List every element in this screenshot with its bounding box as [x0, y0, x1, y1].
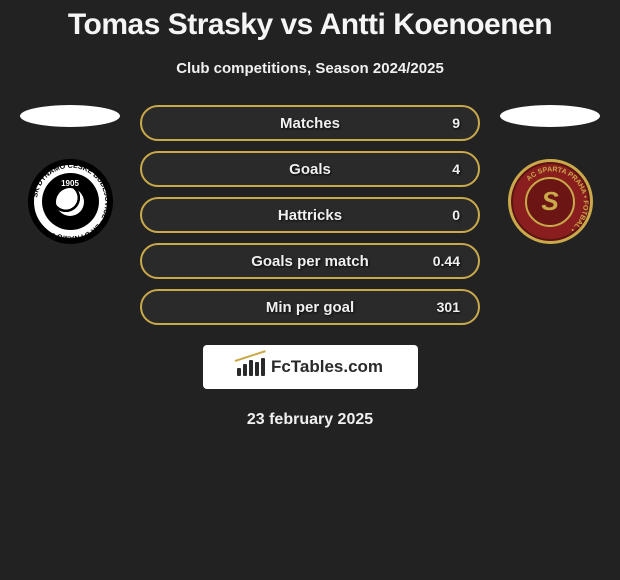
right-flag-ellipse [500, 105, 600, 127]
crest-ring-text-svg: AC SPARTA PRAHA • FOTBAL • [508, 159, 596, 247]
stat-value: 0 [452, 207, 460, 223]
stat-label: Matches [280, 115, 340, 132]
stats-column: Matches 9 Goals 4 Hattricks 0 Goals per … [140, 105, 480, 325]
stat-row-goals: Goals 4 [140, 151, 480, 187]
h2h-infographic: Tomas Strasky vs Antti Koenoenen Club co… [0, 0, 620, 429]
stat-value: 0.44 [433, 253, 460, 269]
chart-icon [237, 358, 265, 376]
brand-text: FcTables.com [271, 357, 383, 377]
svg-text:AC SPARTA PRAHA • FOTBAL •: AC SPARTA PRAHA • FOTBAL • [525, 166, 588, 233]
stat-value: 9 [452, 115, 460, 131]
stat-label: Min per goal [266, 299, 354, 316]
stat-label: Goals per match [251, 253, 369, 270]
main-row: SK DYNAMO ČESKÉ BUDĚJOVICE • SK DYNAMO •… [0, 105, 620, 325]
chart-bar [255, 362, 259, 376]
stat-row-matches: Matches 9 [140, 105, 480, 141]
crest-inner: 1905 [42, 173, 99, 230]
left-club-crest: SK DYNAMO ČESKÉ BUDĚJOVICE • SK DYNAMO •… [28, 159, 113, 244]
stat-value: 301 [437, 299, 460, 315]
soccer-ball-icon [56, 188, 84, 216]
chart-bar [237, 368, 241, 376]
stat-row-min-per-goal: Min per goal 301 [140, 289, 480, 325]
chart-bar [261, 358, 265, 376]
branding-badge: FcTables.com [203, 345, 418, 389]
stat-label: Hattricks [278, 207, 342, 224]
chart-bar [243, 364, 247, 376]
left-flag-ellipse [20, 105, 120, 127]
stat-label: Goals [289, 161, 331, 178]
right-club-crest: AC SPARTA PRAHA • FOTBAL • S [508, 159, 593, 244]
page-title: Tomas Strasky vs Antti Koenoenen [0, 8, 620, 42]
stat-row-goals-per-match: Goals per match 0.44 [140, 243, 480, 279]
stat-value: 4 [452, 161, 460, 177]
subtitle: Club competitions, Season 2024/2025 [0, 60, 620, 77]
crest-year: 1905 [61, 179, 79, 188]
chart-bar [249, 360, 253, 376]
stat-row-hattricks: Hattricks 0 [140, 197, 480, 233]
left-column: SK DYNAMO ČESKÉ BUDĚJOVICE • SK DYNAMO •… [20, 105, 120, 244]
right-column: AC SPARTA PRAHA • FOTBAL • S [500, 105, 600, 244]
date-text: 23 february 2025 [0, 411, 620, 429]
